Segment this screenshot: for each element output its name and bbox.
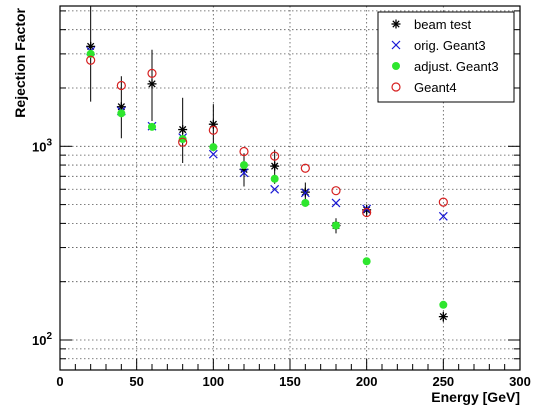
x-tick-label: 300 xyxy=(509,374,531,389)
geant4-point xyxy=(86,55,96,65)
legend-entry-adjust-geant3: adjust. Geant3 xyxy=(392,59,499,74)
x-tick-label: 200 xyxy=(356,374,378,389)
legend-box xyxy=(377,11,515,103)
geant4-point xyxy=(362,207,372,218)
legend-entry-beam-test: beam test xyxy=(391,17,471,32)
asterisk-stroke xyxy=(392,20,400,28)
adjust-geant3-point xyxy=(209,143,218,152)
geant4-point xyxy=(178,137,188,147)
beam-test-point xyxy=(147,79,157,89)
x-axis-title: Energy [GeV] xyxy=(431,389,520,405)
adjust-geant3-point xyxy=(148,122,156,131)
x-tick-label: 100 xyxy=(202,374,224,389)
geant4-point xyxy=(331,186,341,196)
adjust-geant3-point xyxy=(332,221,340,230)
adjust-geant3-point xyxy=(240,161,248,170)
adjust-geant3-point xyxy=(301,198,310,207)
legend-marker-beam-test xyxy=(391,19,401,29)
legend: beam test orig. Geant3 adjust. Geant3 Geant… xyxy=(377,11,515,103)
tick-layer xyxy=(59,10,521,371)
geant4-point xyxy=(239,146,249,157)
adjust-geant3-point xyxy=(439,300,448,309)
adjust-geant3-point xyxy=(270,174,279,183)
legend-label-adjust-geant3: adjust. Geant3 xyxy=(414,59,499,74)
beam-test-point xyxy=(178,125,188,135)
adjust-geant3-point xyxy=(86,49,95,58)
adjust-geant3-point xyxy=(178,135,187,144)
x-stroke xyxy=(331,198,341,208)
adjust-geant3-point xyxy=(117,109,126,118)
legend-label-geant4: Geant4 xyxy=(414,80,457,95)
x-stroke xyxy=(300,188,310,198)
x-stroke xyxy=(270,184,280,194)
orig-geant3-point xyxy=(208,149,218,159)
orig-geant3-point xyxy=(331,198,341,208)
geant4-point xyxy=(147,68,157,78)
x-stroke xyxy=(391,40,401,50)
y-axis-title: Rejection Factor xyxy=(12,7,28,117)
asterisk-stroke xyxy=(439,312,447,321)
x-tick-label: 0 xyxy=(56,374,63,389)
beam-test-point xyxy=(270,161,280,171)
marker-layer xyxy=(86,41,448,322)
legend-marker-adjust-geant3 xyxy=(392,62,400,70)
legend-entry-geant4: Geant4 xyxy=(391,80,457,95)
geant4-point xyxy=(300,163,310,173)
legend-label-orig-geant3: orig. Geant3 xyxy=(414,38,486,53)
x-stroke xyxy=(208,149,218,159)
y-tick-label: 102 xyxy=(32,331,52,348)
asterisk-stroke xyxy=(148,80,156,88)
legend-entries: beam test orig. Geant3 adjust. Geant3 Geant… xyxy=(391,17,499,95)
geant4-point xyxy=(270,151,280,161)
adjust-geant3-point xyxy=(362,257,371,266)
y-tick-label: 103 xyxy=(32,137,52,154)
x-tick-label: 250 xyxy=(432,374,454,389)
geant4-point xyxy=(208,125,218,135)
beam-test-point xyxy=(86,41,96,51)
x-stroke xyxy=(239,168,249,178)
x-stroke xyxy=(438,211,448,221)
orig-geant3-point xyxy=(270,184,280,194)
legend-entry-orig-geant3: orig. Geant3 xyxy=(391,38,486,53)
orig-geant3-point xyxy=(239,168,249,178)
geant4-point xyxy=(438,197,448,207)
geant4-point xyxy=(116,80,126,91)
asterisk-stroke xyxy=(271,162,279,170)
asterisk-stroke xyxy=(179,125,187,134)
asterisk-stroke xyxy=(363,206,371,214)
x-tick-label: 50 xyxy=(129,374,143,389)
tick-label-layer: 0 50 100 150 200 250 300 102 103 xyxy=(32,137,531,389)
x-tick-label: 150 xyxy=(279,374,301,389)
legend-marker-geant4 xyxy=(391,82,401,92)
beam-test-point xyxy=(438,312,448,322)
orig-geant3-point xyxy=(300,188,310,198)
orig-geant3-point xyxy=(438,211,448,221)
legend-label-beam-test: beam test xyxy=(414,17,471,32)
legend-marker-orig-geant3 xyxy=(391,40,401,50)
